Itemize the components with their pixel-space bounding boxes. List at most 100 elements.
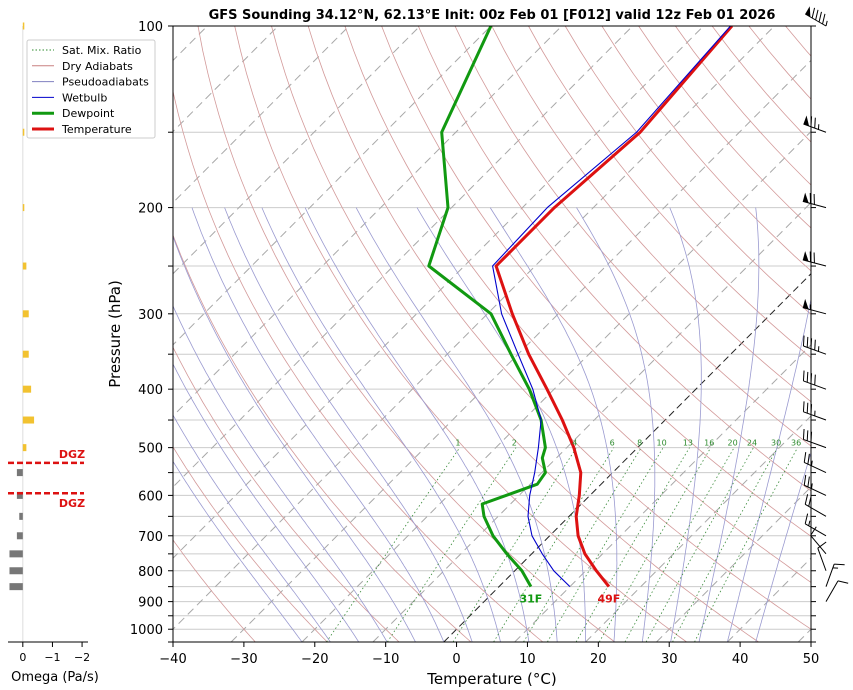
x-tick-label: 30 [661,652,678,667]
barb-full [818,11,822,23]
omega-bar [22,416,35,424]
barb-full [802,370,805,381]
pseudoadiabat-line [173,363,360,642]
y-tick-label: 800 [138,565,163,580]
dry-adiabat-line [271,26,759,642]
dry-adiabat-line [564,26,811,315]
barb-full [817,541,827,549]
omega-bar [22,128,25,136]
mixing-ratio-label: 20 [727,439,737,448]
barb-full [810,404,813,415]
dry-adiabat-line [417,26,811,492]
barb-half [808,520,811,526]
barb-flag [802,192,809,203]
barb-full [814,374,816,386]
dewpoint-line [427,26,547,588]
barb-full [802,335,805,347]
omega-bar [16,532,23,540]
barb-full [806,402,809,414]
x-tick-label: 10 [519,652,536,667]
wind-barb [825,580,849,602]
dry-adiabat-line [785,26,811,57]
chart-title: GFS Sounding 34.12°N, 62.13°E Init: 00z … [209,8,776,23]
omega-tick-label: −1 [44,651,60,664]
omega-bar [22,262,27,270]
surface-dewpoint-label: 31F [519,593,542,606]
mixing-ratio-label: 36 [791,439,801,448]
wind-barb [802,251,827,267]
omega-bar [9,583,23,591]
dry-adiabat-line [307,26,811,630]
wind-barb [802,428,827,449]
barb-full [814,117,816,129]
x-tick-label: −40 [159,652,186,667]
dry-adiabat-line [491,26,811,403]
barb-full [822,13,826,25]
wind-barb [803,474,827,496]
y-tick-label: 100 [138,20,163,35]
mixing-ratio-label: 16 [704,439,714,448]
mixing-ratio-line [326,447,461,642]
temperature-line [494,26,734,588]
zero-isotherm-line [443,272,811,642]
dry-adiabat-line [344,26,811,583]
y-tick-label: 700 [138,530,163,545]
barb-full [802,428,805,440]
pseudoadiabat-line [727,297,811,642]
mixing-ratio-label: 30 [771,439,781,448]
dry-adiabat-line [675,26,811,186]
mixing-ratio-label: 6 [610,439,615,448]
wind-barb [804,494,827,517]
legend-entry-label: Sat. Mix. Ratio [62,44,142,57]
surface-temperature-label: 49F [597,593,620,606]
barb-full [804,513,809,524]
omega-tick-label: 0 [19,651,26,664]
dry-adiabat-line [381,26,811,537]
barb-full [815,9,819,21]
mixing-ratio-line [493,447,615,642]
x-tick-label: 40 [732,652,749,667]
wind-barb [802,192,827,209]
isotherm-line [727,557,811,642]
barb-full [804,494,809,505]
x-tick-label: 50 [803,652,820,667]
isotherm-line [173,26,563,417]
isotherm-line [230,59,811,642]
legend-entry-label: Wetbulb [62,91,107,104]
mixing-ratio-label: 2 [512,439,517,448]
isotherm-line [301,130,811,642]
wind-barb [802,298,827,315]
pseudoadiabat-line [261,207,501,642]
x-tick-label: −30 [230,652,257,667]
omega-tick-label: −2 [74,651,90,664]
barb-full [811,7,816,19]
y-tick-label: 500 [138,442,163,457]
pseudoadiabat-line [489,207,618,642]
omega-bar [22,310,29,318]
barb-staff [810,535,827,555]
omega-bar [16,491,23,499]
isotherm-line [173,26,775,630]
x-tick-label: −10 [372,652,399,667]
wind-barb [810,526,827,555]
dry-adiabat-line [173,446,328,642]
wind-barb [803,452,827,474]
isotherm-line [372,201,811,642]
isotherm-line [173,26,704,559]
mixing-ratio-label: 13 [683,439,693,448]
barb-full [807,476,810,488]
y-tick-label: 900 [138,596,163,611]
mixing-ratio-line [452,447,577,642]
wind-barb [804,6,828,27]
mixing-ratio-line [624,447,735,642]
pseudoadiabat-line [191,207,445,642]
dry-adiabat-line [234,26,687,642]
x-tick-label: 0 [452,652,460,667]
barb-full [837,580,849,584]
pseudoadiabat-line [576,207,656,642]
barb-full [814,339,816,351]
barb-full [802,401,805,412]
y-tick-label: 1000 [130,623,163,638]
barb-full [808,496,812,507]
